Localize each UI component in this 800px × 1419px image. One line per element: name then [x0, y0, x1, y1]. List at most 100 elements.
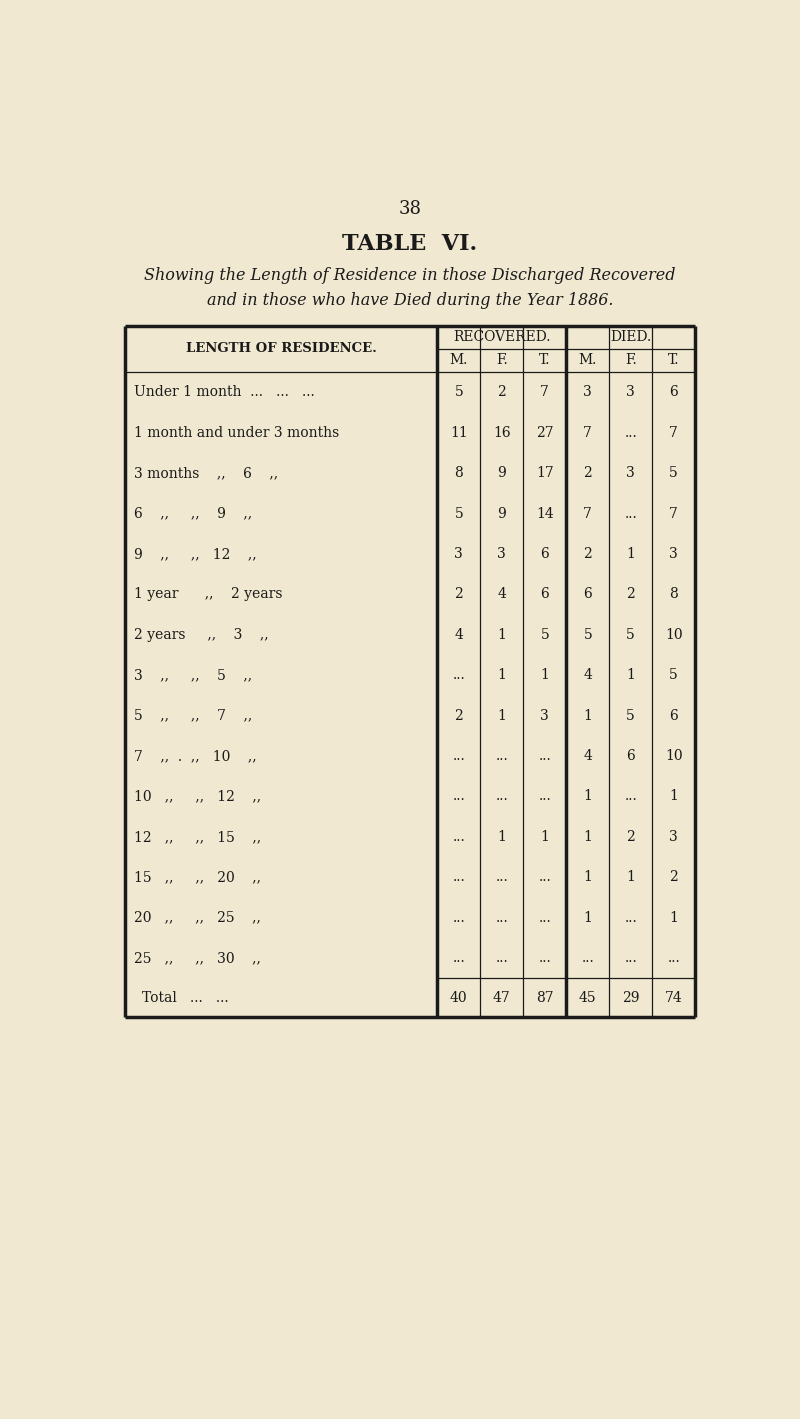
Text: ...: ... [453, 749, 466, 763]
Text: 1: 1 [583, 830, 592, 844]
Text: 1 year      ,,    2 years: 1 year ,, 2 years [134, 587, 282, 602]
Text: 3: 3 [583, 385, 592, 399]
Text: 15   ,,     ,,   20    ,,: 15 ,, ,, 20 ,, [134, 870, 261, 884]
Text: ...: ... [538, 951, 551, 965]
Text: 10: 10 [665, 627, 682, 641]
Text: 3: 3 [626, 385, 635, 399]
Text: 5: 5 [454, 385, 463, 399]
Text: ...: ... [624, 507, 637, 521]
Text: 1: 1 [540, 668, 550, 683]
Text: ...: ... [453, 668, 466, 683]
Text: Under 1 month  ...   ...   ...: Under 1 month ... ... ... [134, 385, 315, 399]
Text: 6    ,,     ,,    9    ,,: 6 ,, ,, 9 ,, [134, 507, 252, 521]
Text: M.: M. [578, 353, 597, 368]
Text: 5: 5 [626, 708, 635, 722]
Text: 3: 3 [541, 708, 549, 722]
Text: 9: 9 [498, 465, 506, 480]
Text: 4: 4 [583, 749, 592, 763]
Text: 8: 8 [670, 587, 678, 602]
Text: M.: M. [450, 353, 468, 368]
Text: ...: ... [495, 789, 508, 803]
Text: 5: 5 [626, 627, 635, 641]
Text: ...: ... [453, 951, 466, 965]
Text: 1: 1 [498, 627, 506, 641]
Text: TABLE  VI.: TABLE VI. [342, 233, 478, 255]
Text: and in those who have Died during the Year 1886.: and in those who have Died during the Ye… [206, 292, 614, 309]
Text: 4: 4 [498, 587, 506, 602]
Text: 7: 7 [670, 507, 678, 521]
Text: 9: 9 [498, 507, 506, 521]
Text: F.: F. [496, 353, 508, 368]
Text: 7: 7 [583, 507, 592, 521]
Text: ...: ... [624, 951, 637, 965]
Text: ...: ... [667, 951, 680, 965]
Text: 4: 4 [583, 668, 592, 683]
Text: 10: 10 [665, 749, 682, 763]
Text: ...: ... [538, 911, 551, 925]
Text: ...: ... [582, 951, 594, 965]
Text: 14: 14 [536, 507, 554, 521]
Text: 1: 1 [583, 911, 592, 925]
Text: ...: ... [495, 749, 508, 763]
Text: 12   ,,     ,,   15    ,,: 12 ,, ,, 15 ,, [134, 830, 262, 844]
Text: 27: 27 [536, 426, 554, 440]
Text: RECOVERED.: RECOVERED. [453, 331, 550, 345]
Text: 1 month and under 3 months: 1 month and under 3 months [134, 426, 339, 440]
Text: 2: 2 [670, 870, 678, 884]
Text: 87: 87 [536, 990, 554, 1005]
Text: ...: ... [624, 911, 637, 925]
Text: 2: 2 [454, 708, 463, 722]
Text: 6: 6 [541, 587, 549, 602]
Text: ...: ... [495, 870, 508, 884]
Text: 4: 4 [454, 627, 463, 641]
Text: 5    ,,     ,,    7    ,,: 5 ,, ,, 7 ,, [134, 708, 252, 722]
Text: 3: 3 [626, 465, 635, 480]
Text: ...: ... [453, 789, 466, 803]
Text: 5: 5 [670, 668, 678, 683]
Text: Total   ...   ...: Total ... ... [142, 990, 229, 1005]
Text: 1: 1 [498, 830, 506, 844]
Text: 8: 8 [454, 465, 463, 480]
Text: 5: 5 [454, 507, 463, 521]
Text: 2: 2 [626, 587, 635, 602]
Text: DIED.: DIED. [610, 331, 651, 345]
Text: 7: 7 [540, 385, 550, 399]
Text: 9    ,,     ,,   12    ,,: 9 ,, ,, 12 ,, [134, 546, 257, 561]
Text: ...: ... [624, 789, 637, 803]
Text: 5: 5 [670, 465, 678, 480]
Text: 5: 5 [541, 627, 549, 641]
Text: 3: 3 [498, 546, 506, 561]
Text: 45: 45 [579, 990, 597, 1005]
Text: ...: ... [453, 830, 466, 844]
Text: 1: 1 [583, 870, 592, 884]
Text: 3: 3 [454, 546, 463, 561]
Text: 25   ,,     ,,   30    ,,: 25 ,, ,, 30 ,, [134, 951, 261, 965]
Text: 17: 17 [536, 465, 554, 480]
Text: T.: T. [539, 353, 550, 368]
Text: ...: ... [538, 870, 551, 884]
Text: 2: 2 [498, 385, 506, 399]
Text: 6: 6 [626, 749, 635, 763]
Text: 1: 1 [498, 708, 506, 722]
Text: 10   ,,     ,,   12    ,,: 10 ,, ,, 12 ,, [134, 789, 262, 803]
Text: T.: T. [668, 353, 679, 368]
Text: 1: 1 [583, 789, 592, 803]
Text: 40: 40 [450, 990, 468, 1005]
Text: 3    ,,     ,,    5    ,,: 3 ,, ,, 5 ,, [134, 668, 252, 683]
Text: 47: 47 [493, 990, 510, 1005]
Text: 1: 1 [626, 546, 635, 561]
Text: ...: ... [495, 951, 508, 965]
Text: 74: 74 [665, 990, 682, 1005]
Text: ...: ... [453, 911, 466, 925]
Text: 2: 2 [626, 830, 635, 844]
Text: LENGTH OF RESIDENCE.: LENGTH OF RESIDENCE. [186, 342, 377, 355]
Text: ...: ... [624, 426, 637, 440]
Text: 6: 6 [670, 708, 678, 722]
Text: 20   ,,     ,,   25    ,,: 20 ,, ,, 25 ,, [134, 911, 261, 925]
Text: 1: 1 [498, 668, 506, 683]
Text: 2: 2 [583, 546, 592, 561]
Text: F.: F. [625, 353, 637, 368]
Text: 3: 3 [670, 830, 678, 844]
Text: 5: 5 [583, 627, 592, 641]
Text: Showing the Length of Residence in those Discharged Recovered: Showing the Length of Residence in those… [144, 267, 676, 284]
